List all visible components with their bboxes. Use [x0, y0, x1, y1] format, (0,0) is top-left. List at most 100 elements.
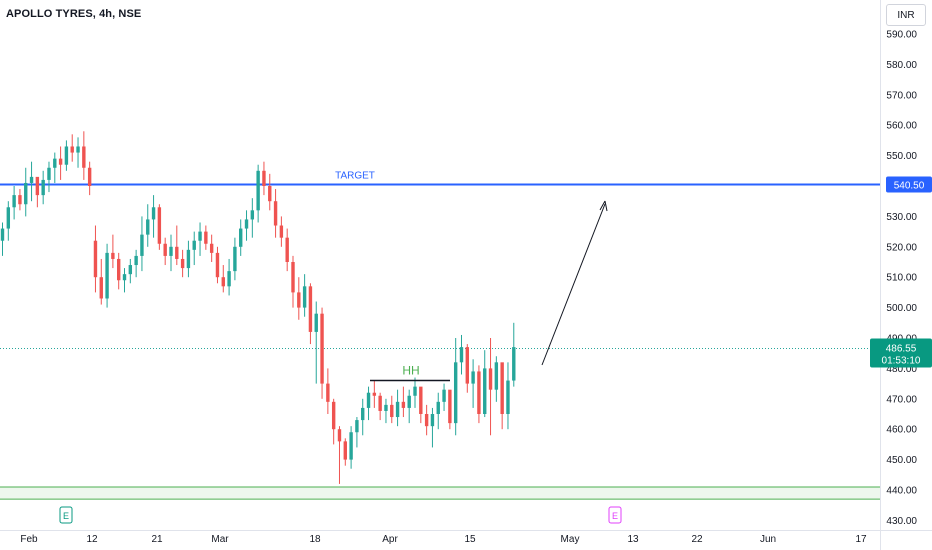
support-zone [0, 486, 880, 500]
candle-body [331, 401, 336, 430]
x-tick-label: 17 [855, 534, 867, 545]
candle-body [256, 170, 260, 211]
candle-body [134, 255, 138, 266]
y-tick-label: 590.00 [886, 30, 917, 41]
x-tick-label: Jun [760, 534, 776, 545]
candle-body [250, 210, 255, 220]
candle-body [192, 240, 196, 250]
candle-body [268, 186, 272, 202]
candle-body [93, 240, 98, 278]
candle-body [424, 414, 429, 427]
candle-body [6, 207, 11, 229]
candle-body [186, 249, 191, 269]
candle-body [29, 176, 34, 183]
x-tick-label: May [561, 534, 580, 545]
support-zone-layer [0, 486, 880, 500]
candle-body [419, 386, 423, 414]
candles-layer [0, 131, 516, 484]
projection-arrow-line[interactable] [541, 203, 606, 366]
y-tick-label: 440.00 [886, 486, 917, 497]
candle-body [209, 243, 214, 253]
annotations-layer: TARGET HH [335, 170, 608, 382]
candle-body [483, 368, 487, 414]
candle-body [436, 401, 440, 414]
y-tick-label: 500.00 [886, 303, 917, 314]
y-tick-label: 510.00 [886, 273, 917, 284]
x-tick-label: 13 [627, 534, 639, 545]
candle-body [279, 225, 284, 238]
candle-body [204, 231, 208, 244]
candle-body [233, 246, 237, 272]
candle-body [407, 395, 411, 408]
candle-body [442, 389, 446, 402]
candle-body [337, 429, 342, 442]
y-tick-label: 460.00 [886, 425, 917, 436]
candle-body [390, 404, 394, 418]
candle-body [448, 389, 452, 424]
y-tick-label: 470.00 [886, 394, 917, 405]
candle-body [488, 368, 493, 390]
y-tick-label: 570.00 [886, 90, 917, 101]
candle-body [291, 262, 295, 293]
countdown-text: 01:53:10 [882, 355, 921, 366]
currency-button[interactable]: INR [886, 4, 926, 26]
candle-body [122, 274, 127, 281]
candle-body [18, 195, 22, 205]
candle-body [12, 195, 16, 208]
candle-body [151, 207, 156, 220]
last-price-badge [870, 338, 932, 368]
candle-body [453, 362, 458, 424]
x-tick-label: Mar [211, 534, 229, 545]
candle-body [471, 371, 475, 384]
candle-body [506, 380, 510, 414]
earnings-marker-future[interactable] [608, 506, 622, 524]
candle-body [128, 265, 133, 275]
candle-body [244, 219, 249, 229]
y-tick-label: 530.00 [886, 212, 917, 223]
candle-body [76, 146, 80, 153]
candle-body [64, 146, 69, 165]
candle-body [157, 207, 162, 244]
candle-body [169, 246, 173, 256]
earnings-marker-past[interactable] [59, 506, 73, 524]
candle-body [58, 158, 63, 165]
x-tick-label: 12 [86, 534, 98, 545]
x-tick-label: 22 [691, 534, 703, 545]
y-tick-label: 450.00 [886, 455, 917, 466]
x-tick-label: Feb [20, 534, 38, 545]
x-tick-label: 15 [464, 534, 476, 545]
candle-body [41, 179, 45, 196]
candle-body [378, 395, 382, 411]
candle-body [512, 347, 516, 381]
hh-label: HH [402, 364, 419, 378]
candle-body [366, 392, 371, 408]
candle-body [477, 371, 481, 414]
target-price-text: 540.50 [894, 180, 925, 191]
candle-body [372, 392, 377, 396]
candle-body [302, 286, 307, 308]
candle-body [401, 401, 406, 408]
y-tick-label: 560.00 [886, 121, 917, 132]
candle-body [500, 362, 504, 414]
candle-body [349, 432, 353, 460]
projection-arrow-head [599, 200, 608, 212]
y-tick-label: 550.00 [886, 151, 917, 162]
x-tick-label: Apr [382, 534, 398, 545]
candle-body [239, 228, 243, 247]
candle-body [47, 167, 51, 180]
earnings-marker-past-label: E [63, 511, 69, 521]
last-price-text: 486.55 [886, 343, 917, 354]
candle-body [163, 243, 167, 256]
candle-body [175, 246, 179, 259]
candle-body [343, 441, 347, 460]
candle-body [494, 362, 499, 390]
y-tick-label: 520.00 [886, 242, 917, 253]
x-tick-label: 18 [309, 534, 321, 545]
x-tick-label: 21 [151, 534, 163, 545]
candle-body [395, 401, 400, 418]
candle-body [355, 420, 359, 433]
candle-body [87, 167, 92, 186]
candle-body [285, 237, 289, 262]
candle-body [180, 258, 185, 269]
